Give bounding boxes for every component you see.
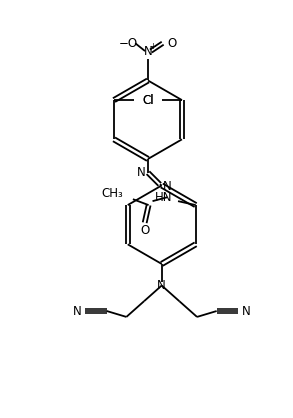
Text: N: N	[242, 305, 251, 318]
Text: HN: HN	[155, 191, 172, 204]
Text: N: N	[157, 279, 166, 292]
Text: N: N	[137, 166, 146, 179]
Text: O: O	[140, 224, 149, 237]
Text: N: N	[73, 305, 82, 318]
Text: N: N	[163, 180, 172, 193]
Text: CH₃: CH₃	[101, 187, 123, 200]
Text: Cl: Cl	[142, 94, 154, 107]
Text: O: O	[167, 37, 176, 50]
Text: Cl: Cl	[142, 94, 154, 107]
Text: −O: −O	[119, 37, 138, 50]
Text: +: +	[149, 42, 156, 51]
Text: N: N	[144, 45, 152, 58]
